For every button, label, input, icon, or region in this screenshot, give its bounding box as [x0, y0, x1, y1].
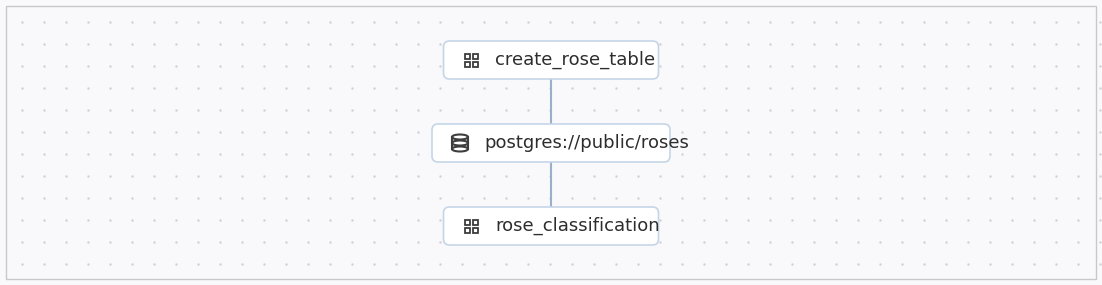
Bar [473, 62, 478, 66]
Bar [465, 54, 469, 58]
Bar [473, 54, 478, 58]
Text: postgres://public/roses: postgres://public/roses [484, 134, 689, 152]
Text: create_rose_table: create_rose_table [496, 51, 656, 69]
FancyBboxPatch shape [443, 207, 659, 245]
Bar [465, 219, 469, 225]
Text: rose_classification: rose_classification [496, 217, 660, 235]
Bar [465, 62, 469, 66]
Bar [473, 227, 478, 233]
FancyBboxPatch shape [432, 124, 670, 162]
FancyBboxPatch shape [443, 41, 659, 79]
Bar [465, 227, 469, 233]
Bar [473, 219, 478, 225]
